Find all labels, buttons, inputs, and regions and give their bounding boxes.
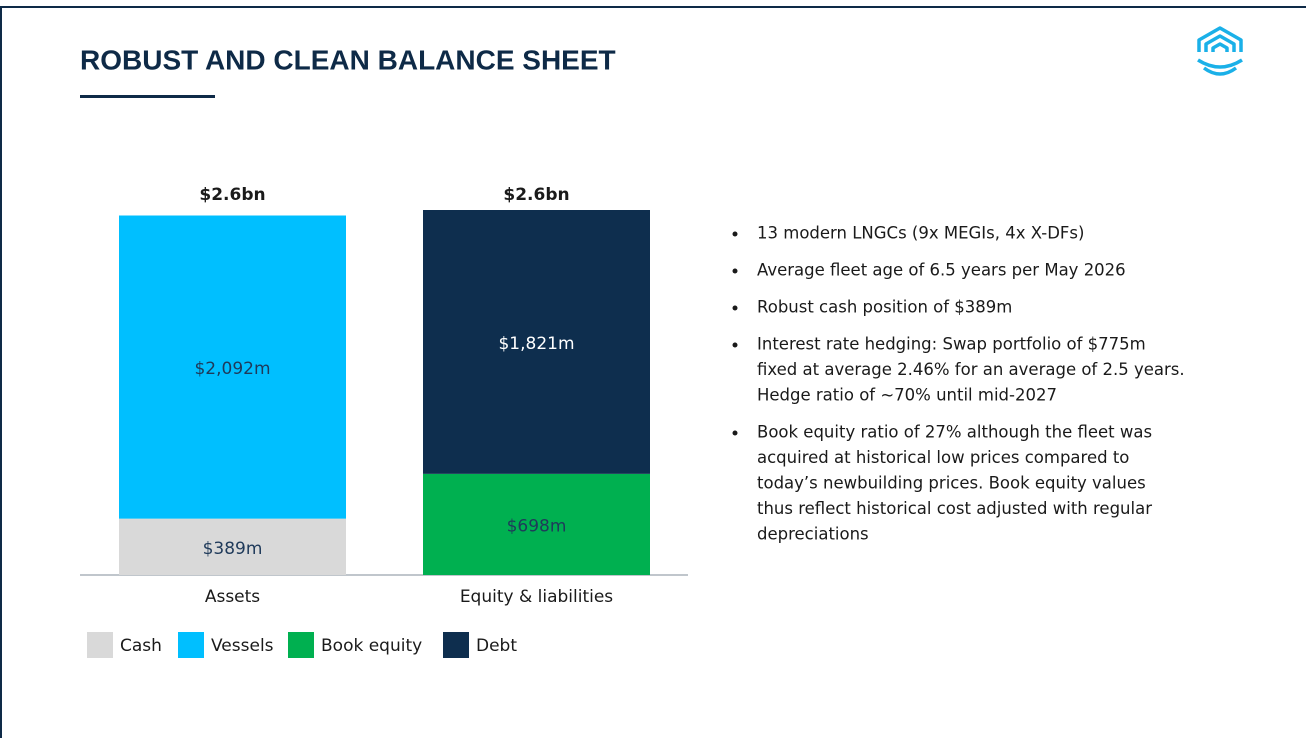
bar-segment [423,210,650,474]
legend-swatch [87,632,113,658]
bullet-dot [732,342,738,348]
bullet-dot [732,305,738,311]
bullet-text: Average fleet age of 6.5 years per May 2… [757,261,1126,280]
value-label: $698m [507,516,567,536]
bullet-text: Interest rate hedging: Swap portfolio of… [757,335,1146,354]
legend-label: Vessels [211,636,274,656]
bullet-text: depreciations [757,525,869,544]
bullet-dot [732,231,738,237]
x-tick-label: Equity & liabilities [460,587,613,607]
legend-swatch [288,632,314,658]
total-label: $2.6bn [503,185,569,205]
value-label: $1,821m [498,334,574,354]
bar-segment [119,518,346,575]
total-label: $2.6bn [199,185,265,205]
bullet-text: Robust cash position of $389m [757,298,1012,317]
legend-label: Cash [120,636,162,656]
legend-label: Book equity [321,636,422,656]
x-tick-label: Assets [205,587,260,607]
legend-swatch [178,632,204,658]
bullet-text: 13 modern LNGCs (9x MEGIs, 4x X-DFs) [757,224,1084,243]
title-underline [80,95,215,98]
legend-label: Debt [476,636,517,656]
bullet-text: thus reflect historical cost adjusted wi… [757,499,1152,518]
chart-title: ROBUST AND CLEAN BALANCE SHEET [80,44,616,75]
logo [1197,26,1243,76]
slide-border [0,6,1306,742]
bar-segment [423,473,650,575]
bullet-text: fixed at average 2.46% for an average of… [757,360,1185,379]
value-label: $389m [203,539,263,559]
bullet-dot [732,430,738,436]
bullet-text: today’s newbuilding prices. Book equity … [757,474,1146,493]
value-label: $2,092m [194,359,270,379]
bullet-text: Book equity ratio of 27% although the fl… [757,423,1152,442]
bullet-text: acquired at historical low prices compar… [757,448,1129,467]
bullet-text: Hedge ratio of ~70% until mid-2027 [757,386,1057,405]
bar-segment [119,215,346,519]
legend-swatch [443,632,469,658]
bullet-dot [732,268,738,274]
